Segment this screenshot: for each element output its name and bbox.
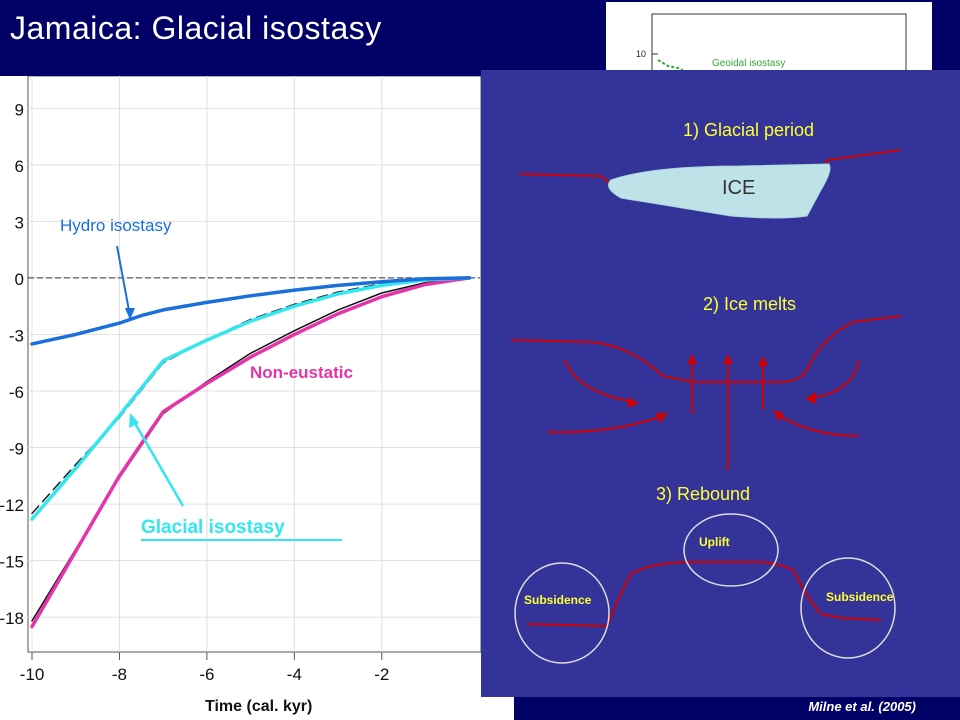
panel-diagram	[510, 149, 902, 664]
series-line-hydro	[30, 276, 472, 346]
isostasy-panel: 1) Glacial period ICE 2) Ice melts 3) Re…	[481, 70, 960, 697]
x-tick-label: -10	[20, 665, 45, 684]
flow-arrow-right-lower-head	[773, 410, 784, 422]
subsidence-left-label: Subsidence	[524, 593, 592, 607]
main-chart: 9 6 3 0 -3 -6 -9 -12 -15 -18 -10 -8 -6 -4 -2 Time (ca…	[0, 76, 481, 715]
arrow-hydro-head	[125, 308, 135, 320]
annotation-non-eustatic: Non-eustatic	[250, 363, 353, 382]
arrow-up-2-head	[723, 354, 733, 364]
step-glacial-period: 1) Glacial period	[683, 120, 815, 140]
inset-label: Geoidal isostasy	[712, 58, 785, 69]
y-tick-label: 3	[15, 213, 24, 232]
y-tick-label: -15	[0, 553, 24, 572]
arrow-up-1-head	[687, 354, 697, 364]
y-tick-label: 6	[15, 157, 24, 176]
arrow-glacial	[130, 417, 185, 507]
flow-arrow-left-lower-head	[655, 413, 668, 423]
ice-label: ICE	[722, 177, 756, 199]
y-tick-label: -18	[0, 609, 24, 628]
flow-arrow-left-upper-head	[628, 397, 639, 408]
plot-frame	[27, 76, 481, 653]
flow-arrow-right-lower	[776, 413, 860, 437]
step-ice-melts: 2) Ice melts	[703, 294, 797, 314]
subsidence-circle-right	[800, 557, 896, 659]
y-tick-label: 0	[15, 270, 24, 289]
flow-arrow-left-upper	[564, 359, 634, 403]
arrow-glacial-head	[129, 413, 139, 428]
x-tick-label: -4	[287, 665, 302, 684]
annotation-hydro: Hydro isostasy	[60, 216, 172, 235]
y-tick-label: -12	[0, 496, 24, 515]
subsidence-right-label: Subsidence	[826, 590, 894, 604]
y-axis: 9 6 3 0 -3 -6 -9 -12 -15 -18	[0, 100, 24, 628]
melt-ground-line	[510, 315, 902, 383]
subsidence-circle-left	[514, 562, 610, 664]
y-tick-label: -3	[9, 326, 24, 345]
citation-strip: Milne et al. (2005)	[514, 697, 960, 720]
uplift-label: Uplift	[699, 535, 730, 549]
x-tick-label: -8	[112, 665, 127, 684]
flow-arrow-right-upper	[810, 359, 860, 399]
series-line-non-eustatic	[30, 276, 472, 629]
y-tick-label: -9	[9, 440, 24, 459]
flow-arrow-left-lower	[546, 415, 664, 434]
inset-chart: 10 Geoidal isostasy	[606, 2, 932, 76]
x-tick-label: -2	[374, 665, 389, 684]
series-layer	[30, 276, 472, 629]
rebound-ground-line	[526, 561, 882, 628]
arrow-up-3-head	[758, 356, 768, 366]
series-line-glacial	[30, 276, 472, 521]
ice-sheet	[608, 163, 831, 219]
arrow-hydro	[116, 245, 131, 317]
x-tick-label: -6	[199, 665, 214, 684]
x-axis-label: Time (cal. kyr)	[205, 698, 312, 715]
citation: Milne et al. (2005)	[808, 699, 916, 714]
step-rebound: 3) Rebound	[656, 484, 751, 504]
slide-title: Jamaica: Glacial isostasy	[10, 10, 382, 46]
grid	[28, 76, 480, 652]
inset-frame	[651, 13, 907, 76]
x-axis: -10 -8 -6 -4 -2	[20, 652, 389, 684]
y-tick-label: -6	[9, 383, 24, 402]
inset-tick-label: 10	[636, 49, 646, 59]
y-tick-label: 9	[15, 100, 24, 119]
uplift-circle	[683, 513, 779, 587]
inset-chart-svg: 10 Geoidal isostasy	[636, 13, 907, 76]
flow-arrow-right-upper-head	[805, 392, 816, 404]
annotation-glacial: Glacial isostasy	[141, 517, 285, 538]
